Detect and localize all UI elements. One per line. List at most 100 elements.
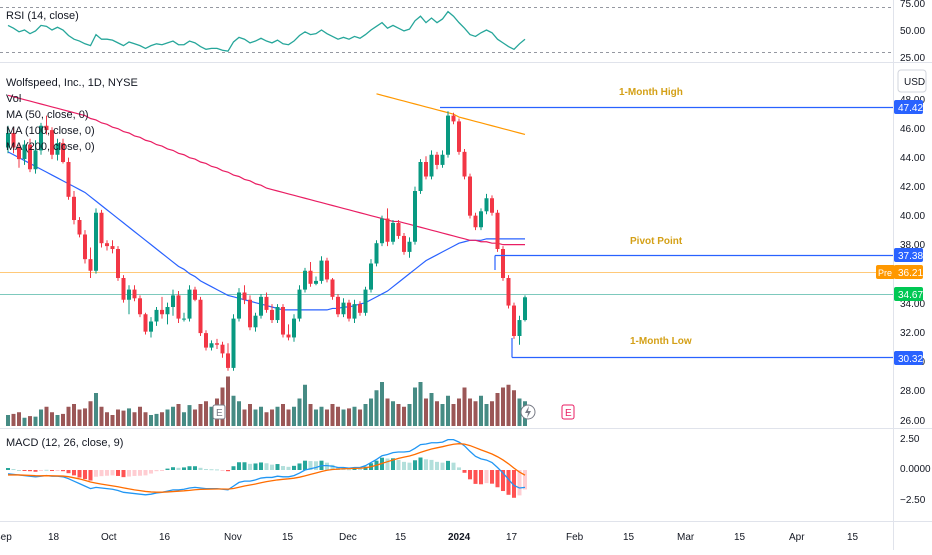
candle-body — [495, 212, 500, 249]
candle-body — [506, 278, 511, 306]
currency-button[interactable] — [897, 69, 927, 93]
time-label-mar-15: 15 — [734, 532, 746, 543]
volume-bar — [204, 401, 208, 426]
candle-body — [55, 143, 60, 155]
time-label-dec: Dec — [339, 532, 357, 543]
candle-body — [88, 259, 93, 271]
candle-body — [385, 218, 390, 242]
macd-histogram-bar — [314, 461, 318, 470]
time-label-feb-15: 15 — [623, 532, 635, 543]
macd-histogram-bar — [248, 463, 252, 470]
premarket-badge[interactable]: Pre 36.21 — [876, 265, 923, 279]
rsi-pane[interactable]: RSI (14, close) 75.00 50.00 25.00 — [0, 0, 925, 64]
macd-histogram-bar — [165, 468, 170, 470]
earnings-marker-2[interactable]: E — [561, 404, 575, 420]
volume-bar — [176, 404, 181, 426]
macd-histogram-bar — [413, 460, 417, 470]
candle-body — [149, 321, 153, 332]
low-price-badge-text: 30.32 — [898, 354, 923, 365]
current-price-badge[interactable]: 34.67 — [894, 287, 923, 301]
high-price-badge[interactable]: 47.42 — [894, 100, 923, 114]
macd-histogram-bar — [512, 470, 516, 498]
candle-body — [281, 307, 285, 335]
macd-histogram-bar — [237, 462, 241, 470]
price-tick-38: 38.00 — [900, 240, 925, 251]
volume-bar — [424, 398, 428, 426]
candle-body — [286, 334, 291, 338]
volume-bar — [358, 409, 362, 426]
one-month-low-label: 1-Month Low — [630, 336, 692, 347]
candle-body — [358, 304, 362, 313]
volume-bar — [281, 404, 285, 426]
macd-histogram-bar — [424, 459, 428, 470]
macd-histogram-bar — [292, 465, 296, 470]
candle-body — [121, 278, 126, 300]
time-label-sep-18: 18 — [48, 532, 60, 543]
pivot-price-badge-text: 37.38 — [898, 251, 923, 262]
volume-bar — [495, 393, 500, 426]
candle-body — [259, 296, 263, 316]
time-label-oct-16: 16 — [159, 532, 171, 543]
macd-histogram-bar — [281, 466, 285, 470]
macd-histogram-bar — [286, 466, 291, 470]
rsi-line — [7, 10, 526, 52]
candle-body — [226, 353, 230, 368]
volume-bar — [11, 413, 16, 426]
volume-bar — [33, 416, 38, 426]
macd-histogram-bar — [264, 463, 269, 470]
dividend-flash-marker[interactable] — [520, 404, 536, 420]
candle-body — [110, 246, 115, 249]
volume-bar — [72, 404, 76, 426]
premarket-badge-label: Pre — [878, 268, 892, 278]
price-axis[interactable]: USD 48.00 46.00 44.00 42.00 40.00 38.00 … — [876, 69, 927, 427]
time-label-nov: Nov — [224, 532, 242, 543]
candle-body — [347, 302, 351, 319]
volume-bar — [39, 409, 43, 426]
volume-bar — [396, 404, 401, 426]
pivot-price-badge[interactable]: 37.38 — [894, 248, 923, 262]
macd-histogram-bar — [28, 470, 32, 472]
macd-histogram-bar — [143, 470, 148, 476]
candle-body — [33, 150, 38, 170]
candle-body — [523, 297, 527, 321]
volume-bar — [319, 406, 324, 426]
ma-100-line — [7, 94, 525, 246]
candles — [6, 111, 527, 371]
macd-histogram-bar — [182, 467, 186, 470]
time-label-feb: Feb — [566, 532, 584, 543]
candle-body — [501, 249, 505, 278]
macd-histogram-bar — [330, 464, 335, 470]
candle-body — [303, 270, 307, 290]
candle-body — [242, 292, 247, 300]
rsi-title: RSI (14, close) — [6, 10, 79, 22]
volume-bar — [352, 406, 357, 426]
legend-ma-100: MA (100, close, 0) — [6, 125, 95, 137]
volume-bar — [116, 409, 120, 426]
candle-body — [396, 222, 401, 236]
candle-body — [143, 314, 148, 332]
price-pane[interactable]: 1-Month High Pivot Point 1-Month Low E E… — [0, 69, 927, 427]
candle-body — [248, 299, 252, 328]
time-axis[interactable]: Sep 18 Oct 16 Nov 15 Dec 15 2024 17 Feb … — [0, 532, 859, 543]
volume-bar — [314, 409, 318, 426]
macd-histogram-bar — [55, 470, 60, 471]
volume-bar — [501, 387, 505, 426]
candle-body — [314, 280, 318, 284]
macd-line — [7, 438, 526, 496]
volume-bar — [435, 401, 439, 426]
candle-body — [413, 191, 417, 242]
macd-histogram-bar — [473, 470, 478, 484]
volume-bar — [44, 406, 49, 426]
volume-bar — [61, 413, 65, 426]
candle-body — [209, 343, 214, 348]
candle-body — [424, 162, 428, 177]
price-tick-34: 34.00 — [900, 299, 925, 310]
candle-body — [440, 154, 445, 165]
candle-body — [369, 263, 373, 290]
low-price-badge[interactable]: 30.32 — [894, 351, 923, 365]
macd-pane[interactable]: MACD (12, 26, close, 9) 2.50 0.0000 −2.5… — [6, 434, 931, 506]
candle-body — [462, 151, 467, 177]
earnings-marker-1[interactable]: E — [212, 404, 226, 420]
symbol-title: Wolfspeed, Inc., 1D, NYSE — [6, 77, 138, 89]
